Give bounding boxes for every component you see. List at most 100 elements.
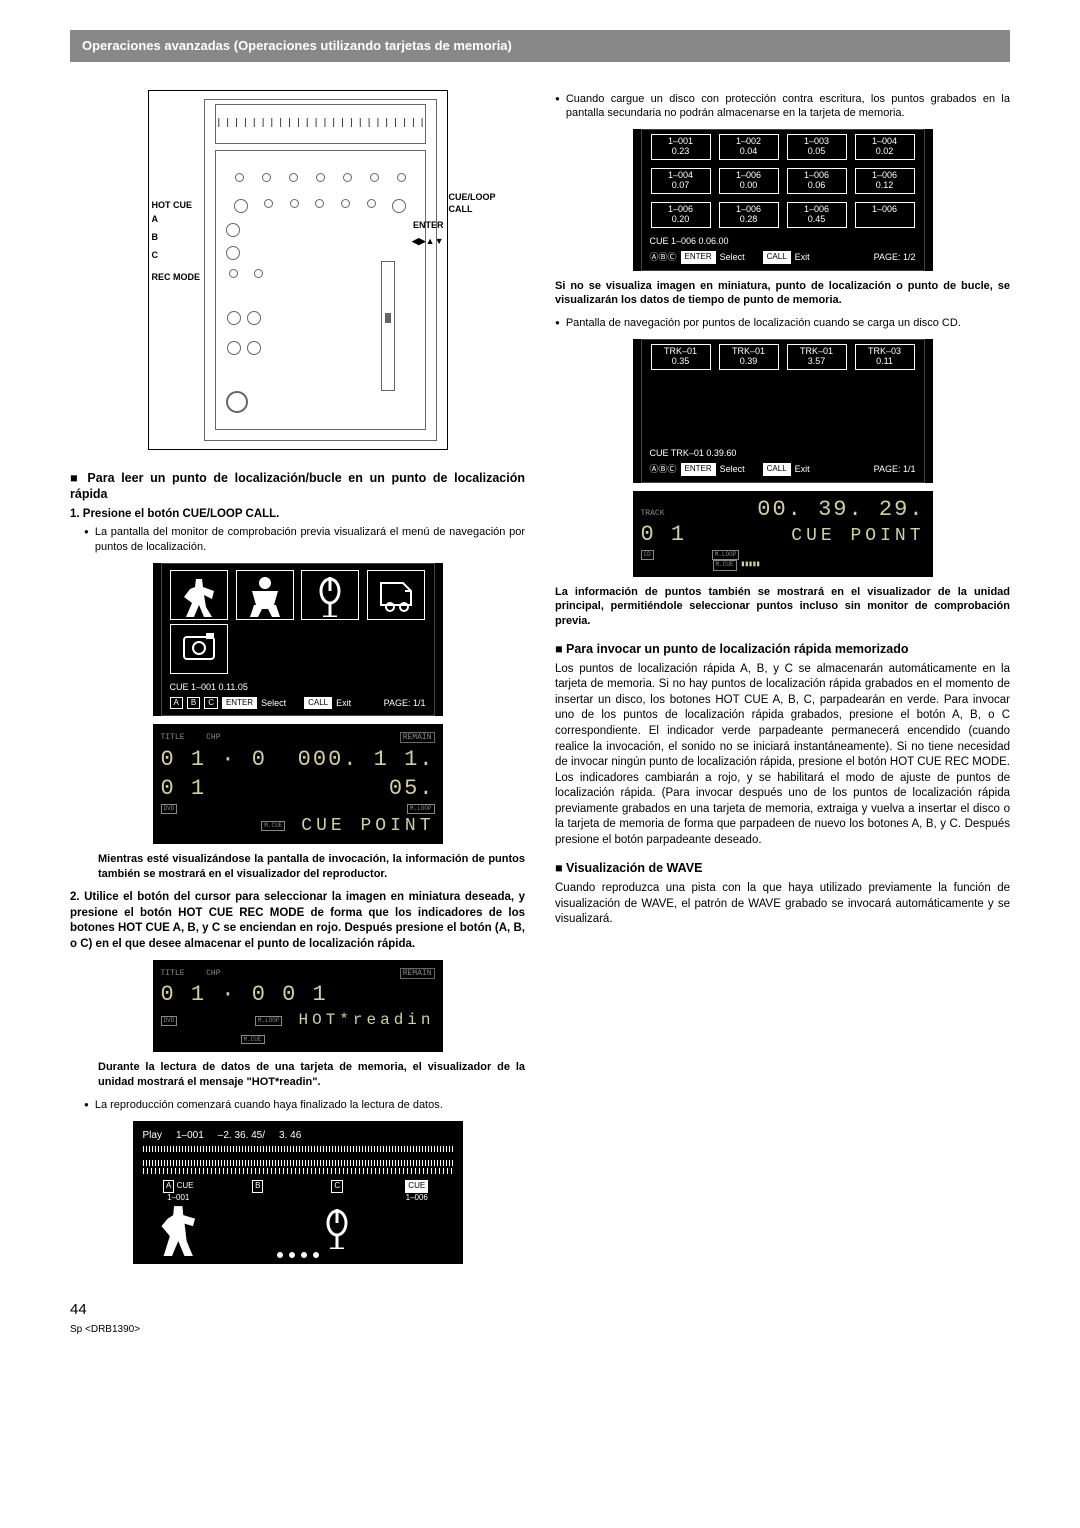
grid-screen: 1–0010.231–0020.041–0030.051–0040.021–00…: [633, 129, 933, 270]
left-column: HOT CUE A B C REC MODE CUE/LOOP CALL ENT…: [70, 90, 525, 1273]
lcd-display-cd: TRACK 0 1 00. 39. 29. CUE POINT CD M.LOO…: [633, 491, 933, 577]
chip-call: CALL: [304, 697, 332, 710]
step-2: 2. Utilice el botón del cursor para sele…: [70, 890, 525, 952]
grid-select: Select: [720, 251, 745, 263]
data-row: 1–0040.071–0060.001–0060.061–0060.12: [642, 164, 924, 198]
heading-read-cue: ■ Para leer un punto de localización/buc…: [70, 470, 525, 504]
lcd-track-seg: 0 1 · 0 0 1: [161, 745, 287, 804]
grid-call: CALL: [763, 251, 791, 264]
play-label: Play: [143, 1129, 162, 1143]
bullet-wp-text: Cuando cargue un disco con protección co…: [566, 92, 1010, 122]
data-cell: 1–0040.02: [855, 134, 915, 160]
body-invoke: Los puntos de localización rápida A, B, …: [555, 662, 1010, 848]
grid-cue-line: CUE 1–006 0.06.00: [642, 232, 924, 248]
label-rec-mode: REC MODE: [152, 271, 201, 283]
bullet-cd-text: Pantalla de navegación por puntos de loc…: [566, 316, 1010, 331]
doc-code: Sp <DRB1390>: [70, 1323, 1010, 1337]
nav-screen-thumbs: CUE 1–001 0.11.05 A B C ENTER Select CAL…: [153, 563, 443, 717]
play-track: 1–001: [176, 1129, 204, 1143]
page-footer: 44 Sp <DRB1390>: [70, 1300, 1010, 1336]
device-body: [215, 150, 426, 430]
lcd-display-1: TITLE CHP 0 1 · 0 0 1 REMAIN 000. 1 1. 0…: [153, 724, 443, 844]
cell-a-sub: CUE: [177, 1181, 194, 1190]
thumb-3: [301, 570, 359, 620]
cd-abc: ⒶⒷⒸ: [650, 463, 677, 475]
content-columns: HOT CUE A B C REC MODE CUE/LOOP CALL ENT…: [70, 90, 1010, 1273]
grid-controls: ⒶⒷⒸ ENTER Select CALL Exit PAGE: 1/2: [642, 248, 924, 270]
play-time: –2. 36. 45/: [218, 1129, 265, 1143]
cd-select: Select: [720, 463, 745, 475]
device-disc-slot: | | | | | | | | | | | | | | | | | | | | …: [215, 104, 426, 144]
lcd-chp-label: CHP: [206, 733, 220, 742]
data-cell: 1–0010.23: [651, 134, 711, 160]
cd-controls: ⒶⒷⒸ ENTER Select CALL Exit PAGE: 1/1: [642, 460, 924, 482]
cell-a: A CUE 1–001: [139, 1178, 219, 1248]
lcd-cd-track: 0 1: [641, 520, 687, 550]
lcd2-tag-dvd: DVD: [161, 1016, 178, 1026]
data-cell: 1–0060.12: [855, 168, 915, 194]
device-diagram: HOT CUE A B C REC MODE CUE/LOOP CALL ENT…: [148, 90, 448, 450]
lcd-title-label: TITLE: [161, 733, 185, 742]
heading-invoke: ■ Para invocar un punto de localización …: [555, 641, 1010, 658]
lcd-remain-label: REMAIN: [400, 732, 435, 743]
cell-c: C: [298, 1178, 378, 1248]
bullet-write-protect: Cuando cargue un disco con protección co…: [555, 92, 1010, 122]
chip-enter: ENTER: [222, 697, 257, 710]
chip-b: B: [187, 697, 200, 710]
data-cell: TRK–013.57: [787, 344, 847, 370]
lcd2-chp: CHP: [206, 969, 220, 978]
lcd-cd-cuepoint: CUE POINT: [757, 524, 924, 548]
lcd-display-2: TITLE CHP 0 1 · 0 0 1 REMAIN DVD M.LOOP …: [153, 960, 443, 1052]
section-header: Operaciones avanzadas (Operaciones utili…: [70, 30, 1010, 62]
tag-mcue: M.CUE: [261, 821, 285, 831]
data-cell: 1–0040.07: [651, 168, 711, 194]
label-c: C: [152, 249, 159, 261]
grid-page: PAGE: 1/2: [874, 251, 916, 263]
note-cd-info: La información de puntos también se most…: [555, 585, 1010, 630]
bullet-nav-menu: La pantalla del monitor de comprobación …: [84, 525, 525, 555]
chip-a: A: [170, 697, 183, 710]
status-cue-line: CUE 1–001 0.11.05: [162, 678, 434, 694]
cd-page: PAGE: 1/1: [874, 463, 916, 475]
label-exit: Exit: [336, 697, 351, 709]
label-hot-cue: HOT CUE: [152, 199, 193, 211]
note-invoke-display: Mientras esté visualizándose la pantalla…: [98, 852, 525, 882]
cell-cue-id: 1–006: [406, 1193, 428, 1202]
cell-cue: CUE 1–006: [377, 1178, 457, 1248]
cell-b: B: [218, 1178, 298, 1248]
data-cell: 1–0060.06: [787, 168, 847, 194]
tag-c-icon: C: [331, 1180, 343, 1193]
chip-c: C: [204, 697, 218, 710]
thumb-4: [367, 570, 425, 620]
step-1: 1. Presione el botón CUE/LOOP CALL.: [70, 507, 525, 523]
play-screen: Play 1–001 –2. 36. 45/ 3. 46 A CUE 1–001…: [133, 1121, 463, 1265]
lcd-cd-tag-mloop: M.LOOP: [712, 550, 740, 560]
grid-abc: ⒶⒷⒸ: [650, 251, 677, 263]
play-total: 3. 46: [279, 1129, 301, 1143]
label-a: A: [152, 213, 159, 225]
label-page: PAGE: 1/1: [384, 697, 426, 709]
data-cell: TRK–010.39: [719, 344, 779, 370]
right-column: Cuando cargue un disco con protección co…: [555, 90, 1010, 1273]
tag-b-icon: B: [252, 1180, 263, 1193]
heading-wave: ■ Visualización de WAVE: [555, 860, 1010, 877]
lcd2-msg: HOT*readin: [298, 1010, 434, 1032]
data-cell: 1–0060.28: [719, 202, 779, 228]
label-select: Select: [261, 697, 286, 709]
thumb-5: [170, 624, 228, 674]
lcd2-title: TITLE: [161, 969, 185, 978]
note-no-thumb: Si no se visualiza imagen en miniatura, …: [555, 279, 1010, 309]
lcd-cd-time: 00. 39. 29.: [757, 495, 924, 525]
hot-cue-cells: A CUE 1–001 B C CUE 1–006: [139, 1178, 457, 1248]
data-row: 1–0060.201–0060.281–0060.451–006: [642, 198, 924, 232]
grid-exit: Exit: [795, 251, 810, 263]
note-hot-readin: Durante la lectura de datos de una tarje…: [98, 1060, 525, 1090]
status-controls: A B C ENTER Select CALL Exit PAGE: 1/1: [162, 694, 434, 716]
play-top-row: Play 1–001 –2. 36. 45/ 3. 46: [139, 1127, 457, 1145]
lcd-cd-tag-cd: CD: [641, 550, 654, 560]
body-wave: Cuando reproduzca una pista con la que h…: [555, 881, 1010, 928]
cd-call: CALL: [763, 463, 791, 476]
lcd-cd-tag-mcue: M.CUE: [713, 560, 737, 571]
tag-dvd: DVD: [161, 804, 178, 814]
cd-enter: ENTER: [681, 463, 716, 476]
